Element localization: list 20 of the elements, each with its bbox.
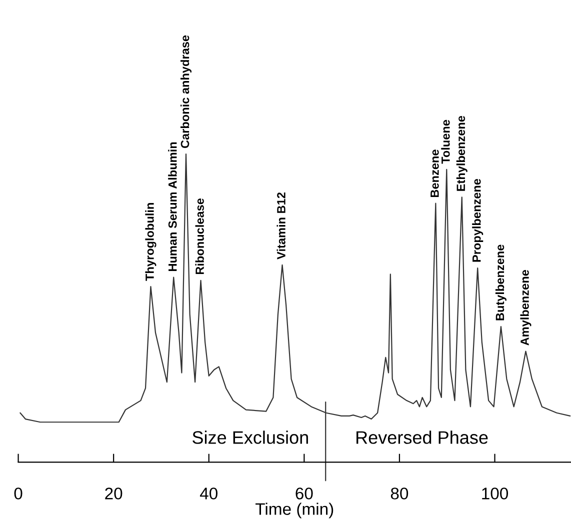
annotation: Benzene: [430, 150, 439, 198]
annotation: Toluene: [441, 120, 450, 164]
x-tick-label: 0: [14, 488, 22, 500]
x-tick-label: 40: [200, 488, 218, 500]
annotation: Carbonic anhydrase: [180, 35, 192, 148]
annotation: Thyroglobulin: [145, 203, 156, 281]
x-tick-label: 80: [390, 488, 408, 500]
annotation: Size Exclusion: [192, 430, 308, 444]
x-tick-label: 20: [105, 488, 122, 500]
annotation: Ethylbenzene: [456, 116, 468, 191]
x-tick-label: 100: [482, 488, 508, 500]
annotation: Propylbenzene: [472, 178, 484, 262]
annotation: Butylbenzene: [495, 244, 506, 320]
annotation: Ribonuclease: [195, 198, 204, 274]
x-axis-title: Time (min): [256, 502, 334, 518]
annotation: Reversed Phase: [356, 430, 488, 444]
annotation: Human Serum Albumin: [168, 142, 177, 271]
annotation: Amylbenzene: [520, 270, 532, 346]
annotation: Vitamin B12: [276, 192, 286, 260]
x-tick-label: 60: [296, 488, 313, 500]
